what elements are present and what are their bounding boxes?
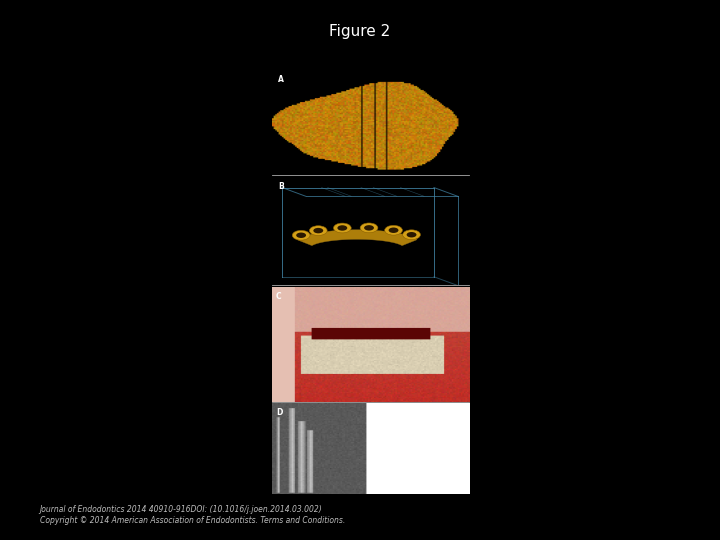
Text: C: C xyxy=(276,292,282,301)
Circle shape xyxy=(310,226,327,235)
Circle shape xyxy=(384,225,402,235)
Circle shape xyxy=(360,223,378,233)
Text: Figure 2: Figure 2 xyxy=(329,24,391,39)
Circle shape xyxy=(364,225,374,231)
Text: B: B xyxy=(278,182,284,191)
Circle shape xyxy=(333,223,351,233)
Circle shape xyxy=(292,231,310,240)
Text: Copyright © 2014 American Association of Endodontists. Terms and Conditions.: Copyright © 2014 American Association of… xyxy=(40,516,345,525)
Circle shape xyxy=(407,232,416,238)
Circle shape xyxy=(296,233,306,238)
Text: A: A xyxy=(278,75,284,84)
Text: Journal of Endodontics 2014 40910-916DOI: (10.1016/j.joen.2014.03.002): Journal of Endodontics 2014 40910-916DOI… xyxy=(40,505,323,514)
Circle shape xyxy=(402,230,420,240)
Polygon shape xyxy=(297,230,417,246)
Circle shape xyxy=(313,228,323,233)
Circle shape xyxy=(338,225,347,231)
Circle shape xyxy=(389,227,398,233)
Text: D: D xyxy=(276,408,282,417)
